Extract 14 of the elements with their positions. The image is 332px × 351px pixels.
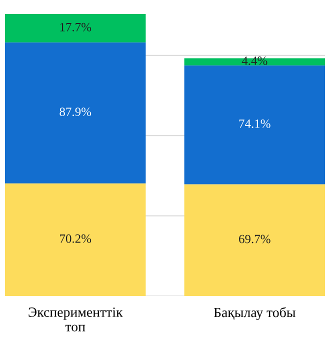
bar (184, 58, 325, 66)
bar (5, 183, 146, 296)
bar (5, 14, 146, 42)
data-label: 87.9% (60, 108, 92, 116)
x-tick-label: Эксперименттік топ (28, 308, 123, 332)
data-label: 70.2% (60, 234, 92, 243)
bar (184, 65, 325, 184)
bar (5, 42, 146, 184)
data-label: 4.4% (242, 56, 268, 65)
data-label: 69.7% (239, 234, 270, 244)
data-label: 74.1% (239, 119, 270, 128)
x-tick-label: Бақылау тобы (214, 307, 296, 320)
bar (184, 184, 325, 296)
data-label: 17.7% (60, 22, 92, 32)
